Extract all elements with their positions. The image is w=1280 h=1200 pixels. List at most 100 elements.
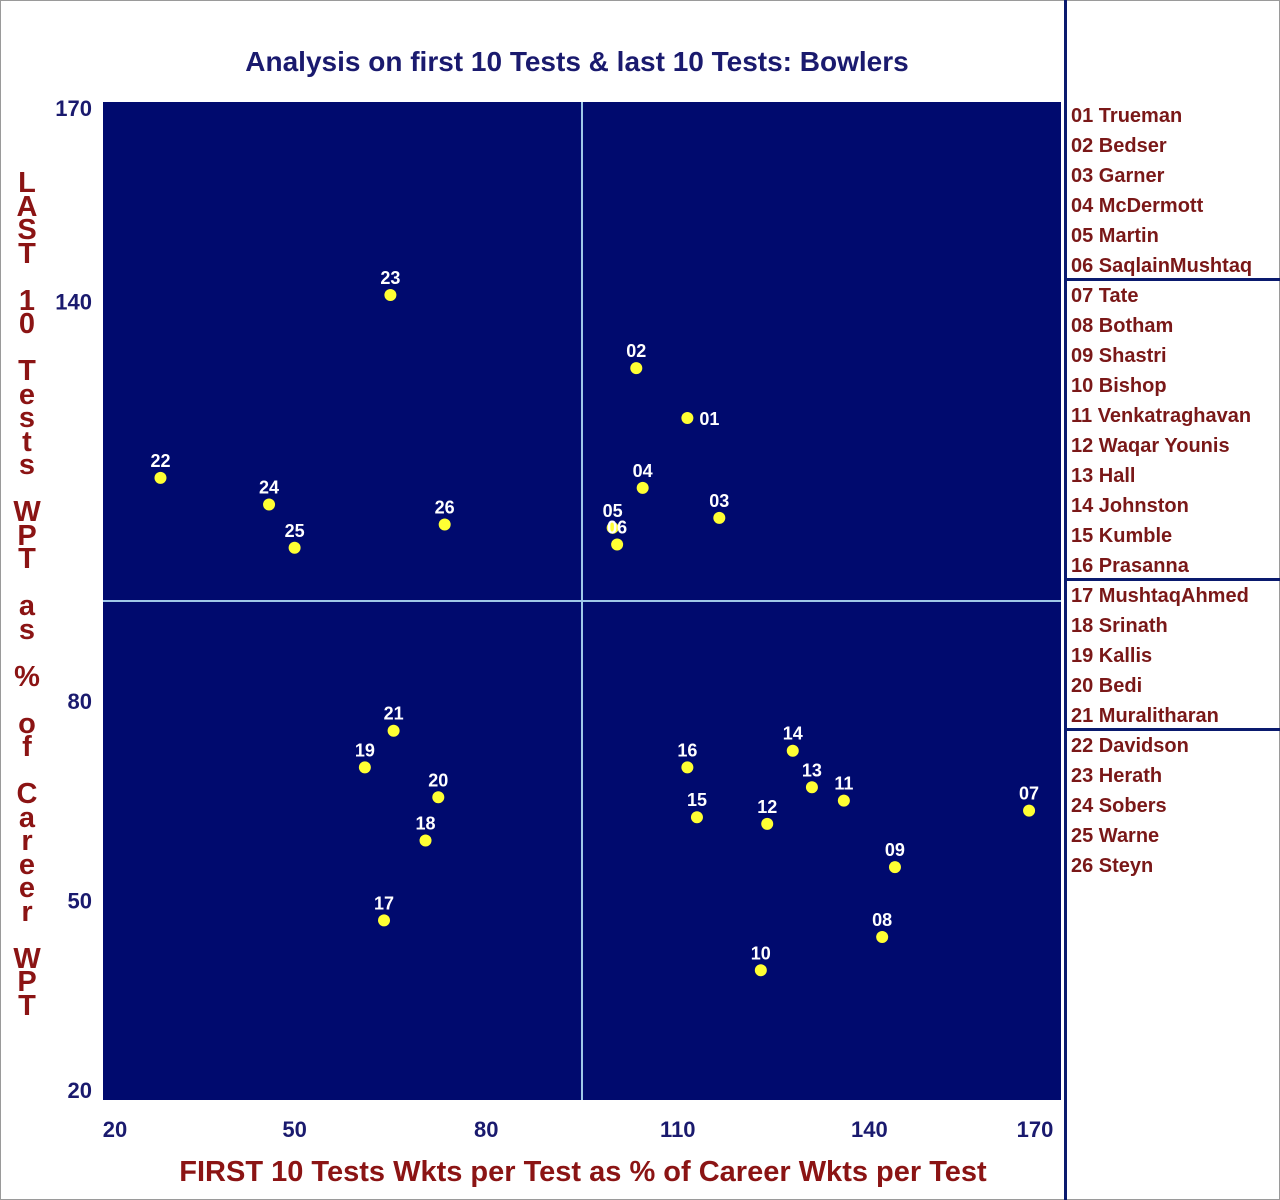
point-25: 25 bbox=[285, 521, 305, 554]
point-marker bbox=[876, 930, 889, 943]
y-axis-label-char: T bbox=[18, 989, 36, 1022]
point-marker bbox=[263, 498, 276, 511]
legend-item: 15 Kumble bbox=[1071, 525, 1173, 547]
point-marker bbox=[1023, 804, 1036, 817]
point-marker bbox=[154, 471, 167, 484]
point-label: 04 bbox=[633, 461, 653, 481]
point-marker bbox=[358, 761, 371, 774]
point-marker bbox=[384, 288, 397, 301]
point-01: 01 bbox=[681, 409, 719, 429]
y-axis-label-char: e bbox=[18, 378, 36, 411]
point-03: 03 bbox=[709, 491, 729, 524]
point-18: 18 bbox=[416, 814, 436, 847]
legend-item: 03 Garner bbox=[1071, 165, 1165, 187]
point-label: 14 bbox=[783, 724, 803, 744]
point-label: 24 bbox=[259, 478, 279, 498]
y-tick-label: 20 bbox=[68, 1078, 92, 1103]
point-20: 20 bbox=[428, 770, 448, 804]
legend-item: 06 SaqlainMushtaq bbox=[1067, 251, 1280, 281]
y-tick-label: 140 bbox=[55, 290, 92, 315]
legend-panel: 01 Trueman 02 Bedser 03 Garner 04 McDermott… bbox=[1064, 0, 1280, 1200]
legend-item: 21 Muralitharan bbox=[1067, 701, 1280, 731]
legend-item: 01 Trueman bbox=[1071, 105, 1183, 127]
legend-list: 01 Trueman 02 Bedser 03 Garner 04 McDermott… bbox=[1067, 101, 1280, 881]
legend-item: 24 Sobers bbox=[1071, 795, 1167, 817]
point-marker bbox=[630, 362, 643, 375]
legend-item: 07 Tate bbox=[1071, 285, 1139, 307]
point-05: 05 bbox=[603, 501, 623, 534]
point-marker bbox=[681, 761, 694, 774]
point-label: 10 bbox=[751, 943, 771, 963]
legend-item: 16 Prasanna bbox=[1067, 551, 1280, 581]
legend-item: 18 Srinath bbox=[1071, 615, 1168, 637]
point-marker bbox=[419, 834, 432, 847]
point-label: 11 bbox=[834, 774, 853, 794]
point-marker bbox=[837, 794, 850, 807]
y-axis-label-char: f bbox=[22, 731, 32, 763]
point-09: 09 bbox=[885, 840, 905, 874]
y-tick-label: 50 bbox=[68, 888, 92, 913]
point-19: 19 bbox=[355, 740, 375, 774]
legend-item: 25 Warne bbox=[1071, 825, 1160, 847]
legend-item: 17 MushtaqAhmed bbox=[1071, 585, 1249, 607]
point-10: 10 bbox=[751, 943, 771, 977]
scatter-chart: Analysis on first 10 Tests & last 10 Tes… bbox=[55, 46, 1061, 1188]
point-marker bbox=[786, 744, 799, 757]
point-marker bbox=[432, 791, 445, 804]
point-15: 15 bbox=[687, 790, 707, 824]
point-marker bbox=[636, 481, 649, 494]
y-axis-label-char: s bbox=[18, 402, 36, 434]
y-axis-label-char: a bbox=[18, 590, 36, 622]
legend-item: 22 Davidson bbox=[1071, 735, 1189, 757]
point-14: 14 bbox=[783, 724, 803, 757]
y-axis-label-char: C bbox=[16, 778, 38, 810]
point-marker bbox=[288, 541, 301, 554]
point-label: 20 bbox=[428, 770, 448, 790]
y-axis-label-char: 1 bbox=[18, 284, 36, 317]
point-21: 21 bbox=[384, 704, 404, 737]
legend-item: 02 Bedser bbox=[1071, 135, 1167, 157]
y-axis-label-char: t bbox=[22, 425, 32, 458]
y-axis-label-char: r bbox=[21, 895, 33, 928]
y-axis-label-char: T bbox=[18, 355, 36, 387]
legend-item: 14 Johnston bbox=[1071, 495, 1189, 517]
y-tick-label: 80 bbox=[68, 689, 92, 714]
point-label: 17 bbox=[374, 893, 394, 913]
point-04: 04 bbox=[633, 461, 653, 494]
point-08: 08 bbox=[872, 910, 892, 943]
point-label: 18 bbox=[416, 814, 436, 834]
legend-item: 23 Herath bbox=[1071, 765, 1163, 787]
point-marker bbox=[438, 518, 451, 531]
y-axis-label-char: s bbox=[18, 613, 36, 646]
point-06: 06 bbox=[607, 517, 627, 551]
point-marker bbox=[761, 817, 774, 830]
point-23: 23 bbox=[380, 268, 400, 301]
legend-item: 11 Venkatraghavan bbox=[1071, 405, 1252, 427]
point-label: 08 bbox=[872, 910, 892, 930]
point-label: 16 bbox=[677, 740, 697, 760]
legend-item: 09 Shastri bbox=[1071, 345, 1167, 367]
point-marker bbox=[378, 914, 391, 927]
point-marker bbox=[606, 521, 619, 534]
x-tick-label: 50 bbox=[282, 1117, 306, 1142]
y-axis-label-char: L bbox=[18, 167, 36, 199]
point-label: 22 bbox=[150, 451, 170, 471]
legend-item: 12 Waqar Younis bbox=[1071, 435, 1230, 457]
point-13: 13 bbox=[802, 760, 822, 794]
legend-item: 20 Bedi bbox=[1071, 675, 1143, 697]
point-marker bbox=[690, 811, 703, 824]
point-26: 26 bbox=[435, 497, 455, 531]
y-axis-label-char: T bbox=[18, 237, 36, 270]
point-22: 22 bbox=[150, 451, 170, 484]
y-axis-label-char: S bbox=[17, 214, 37, 246]
point-label: 19 bbox=[355, 740, 375, 760]
legend-item: 08 Botham bbox=[1071, 315, 1174, 337]
y-axis-label-char: 0 bbox=[18, 308, 36, 340]
point-label: 21 bbox=[384, 704, 404, 724]
point-marker bbox=[387, 724, 400, 737]
point-16: 16 bbox=[677, 740, 697, 774]
y-axis-ticks: 20 50 80 140 170 bbox=[55, 96, 92, 1103]
y-axis-label-char: P bbox=[17, 519, 37, 552]
point-02: 02 bbox=[626, 341, 646, 375]
point-12: 12 bbox=[757, 797, 777, 830]
